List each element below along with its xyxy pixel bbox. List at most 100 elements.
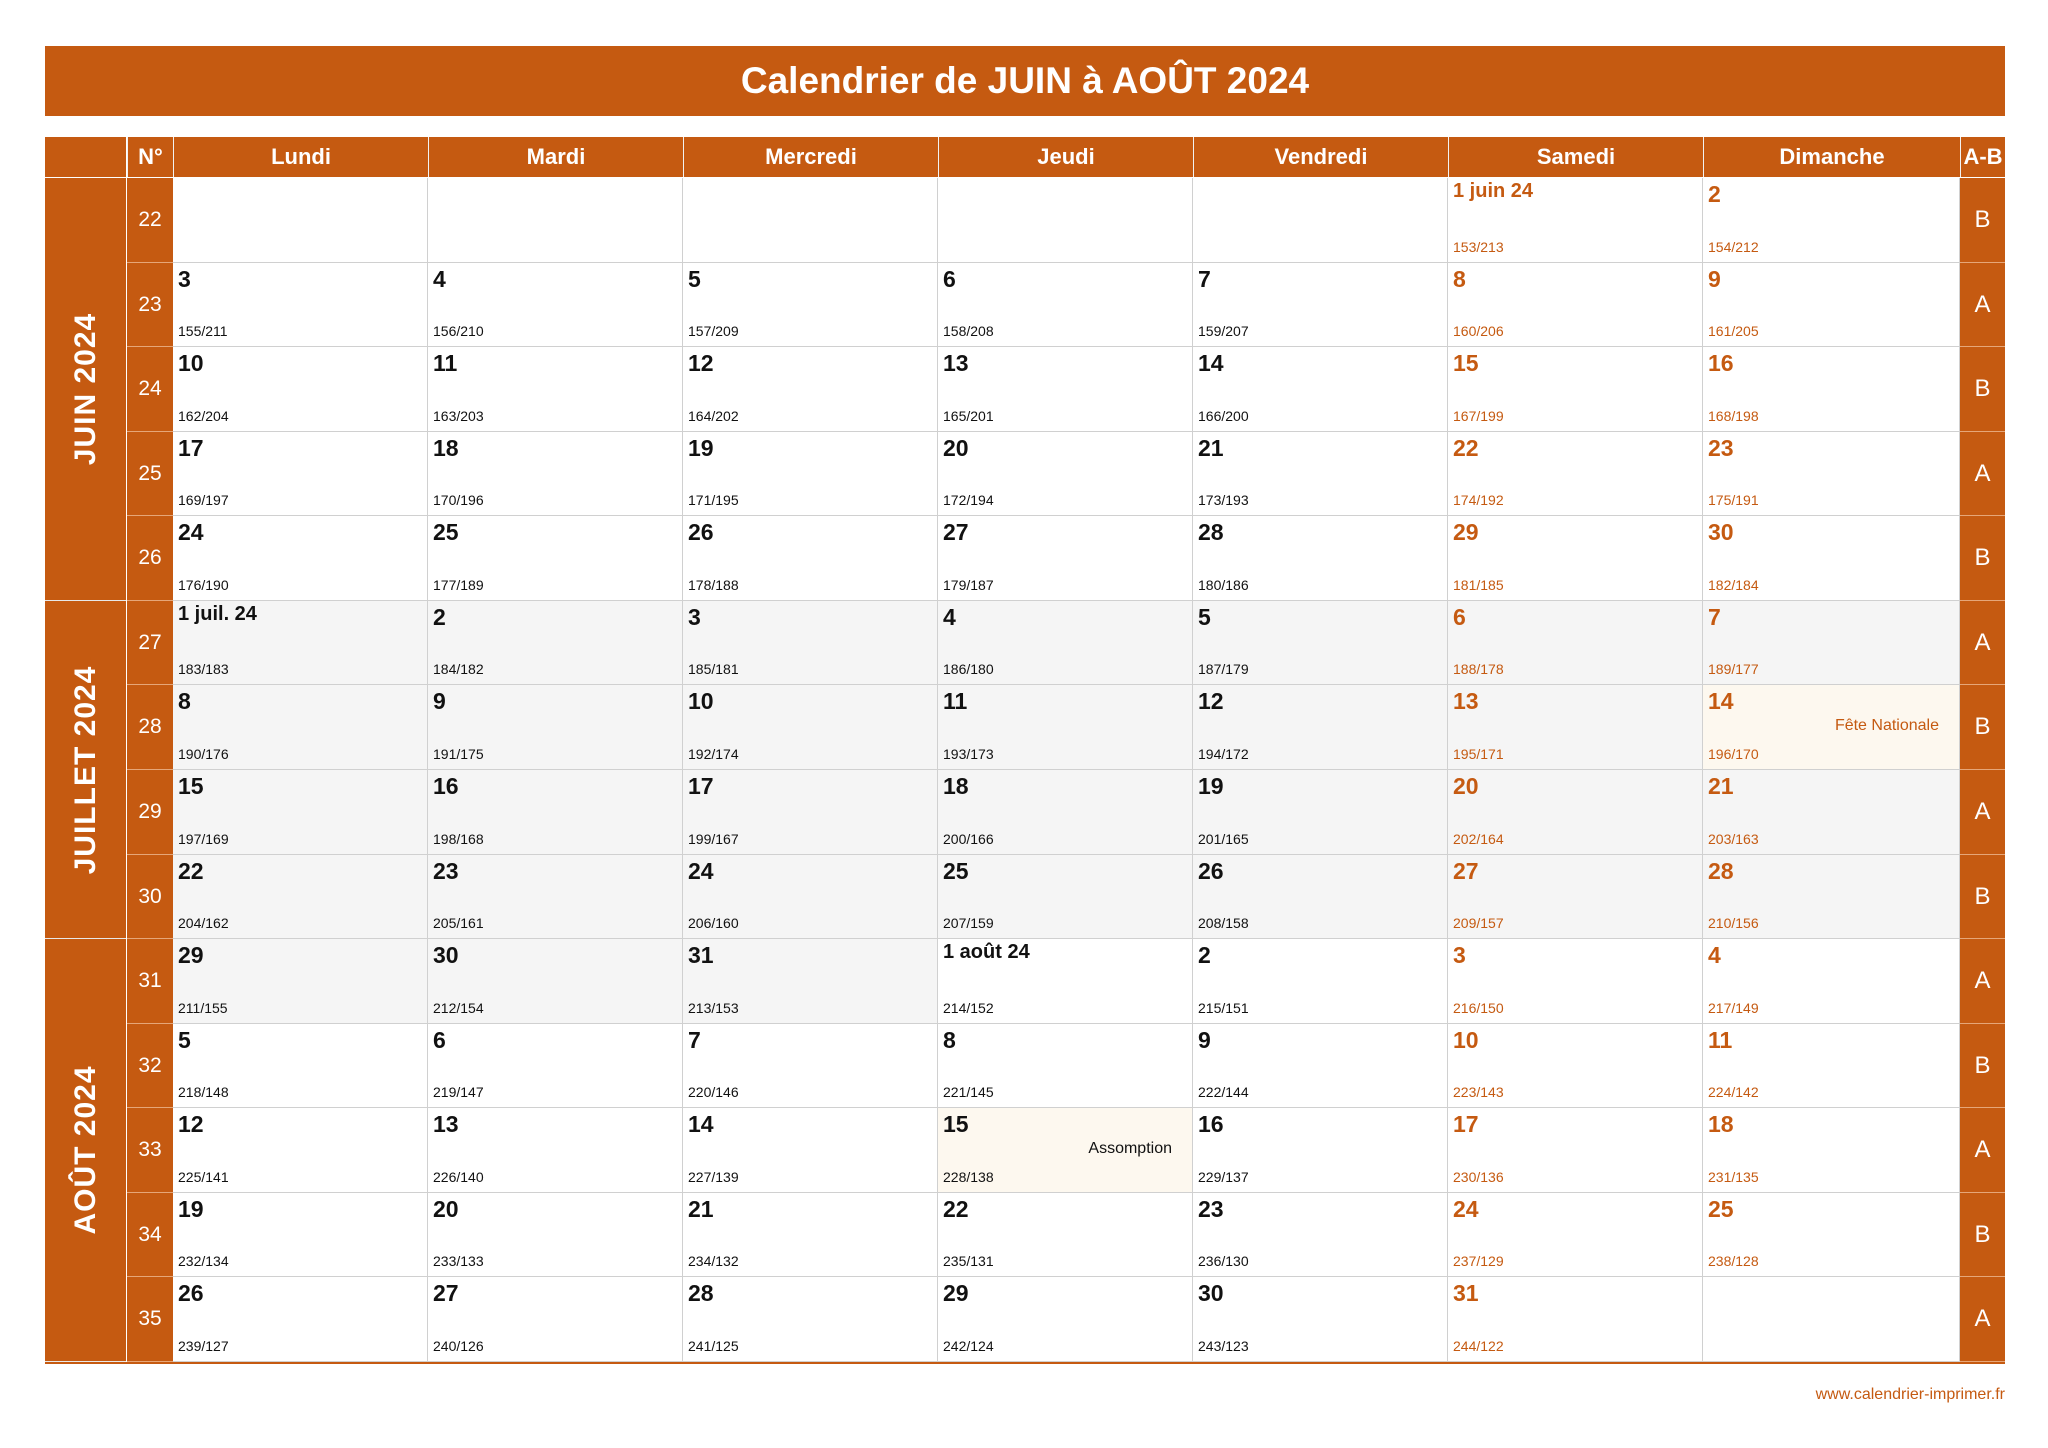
day-cell-friday[interactable]: 30 243/123 [1193,1277,1448,1362]
day-cell-friday[interactable]: 28 180/186 [1193,516,1448,601]
day-cell-sunday[interactable]: 16 168/198 [1703,347,1960,432]
day-cell-monday[interactable]: 12 225/141 [173,1108,428,1193]
day-cell-sunday[interactable]: 23 175/191 [1703,432,1960,516]
day-cell-tuesday[interactable]: 2 184/182 [428,601,683,685]
day-cell-saturday[interactable]: 29 181/185 [1448,516,1703,601]
day-cell-sunday[interactable]: 21 203/163 [1703,770,1960,855]
day-cell-tuesday[interactable]: 25 177/189 [428,516,683,601]
day-cell-wednesday[interactable]: 12 164/202 [683,347,938,432]
day-cell-thursday[interactable]: 25 207/159 [938,855,1193,939]
day-cell-saturday[interactable]: 24 237/129 [1448,1193,1703,1277]
day-cell-thursday[interactable]: 29 242/124 [938,1277,1193,1362]
day-cell-friday[interactable]: 9 222/144 [1193,1024,1448,1108]
day-cell-saturday[interactable]: 1 juin 24 153/213 [1448,178,1703,263]
day-cell-tuesday[interactable]: 18 170/196 [428,432,683,516]
day-cell-wednesday[interactable]: 5 157/209 [683,263,938,347]
day-cell-sunday[interactable]: 28 210/156 [1703,855,1960,939]
day-cell-thursday[interactable]: 8 221/145 [938,1024,1193,1108]
day-cell-wednesday[interactable]: 24 206/160 [683,855,938,939]
day-cell-saturday[interactable]: 22 174/192 [1448,432,1703,516]
day-cell-thursday[interactable]: 6 158/208 [938,263,1193,347]
day-number: 29 [943,1280,969,1306]
day-cell-sunday[interactable]: 4 217/149 [1703,939,1960,1024]
day-cell-tuesday[interactable]: 13 226/140 [428,1108,683,1193]
day-cell-thursday[interactable]: 4 186/180 [938,601,1193,685]
day-cell-sunday[interactable]: 30 182/184 [1703,516,1960,601]
day-cell-friday[interactable]: 14 166/200 [1193,347,1448,432]
day-cell-monday[interactable]: 26 239/127 [173,1277,428,1362]
day-cell-wednesday[interactable]: 7 220/146 [683,1024,938,1108]
day-cell-wednesday[interactable]: 3 185/181 [683,601,938,685]
day-cell-monday[interactable]: 1 juil. 24 183/183 [173,601,428,685]
day-cell-tuesday[interactable]: 27 240/126 [428,1277,683,1362]
day-cell-friday[interactable]: 19 201/165 [1193,770,1448,855]
day-cell-saturday[interactable]: 15 167/199 [1448,347,1703,432]
day-cell-monday[interactable]: 24 176/190 [173,516,428,601]
header-monday: Lundi [173,137,428,177]
day-cell-saturday[interactable]: 6 188/178 [1448,601,1703,685]
day-cell-saturday[interactable]: 17 230/136 [1448,1108,1703,1193]
day-cell-monday[interactable]: 3 155/211 [173,263,428,347]
week-number: 31 [127,939,173,1024]
day-cell-friday[interactable]: 12 194/172 [1193,685,1448,770]
day-cell-tuesday[interactable]: 16 198/168 [428,770,683,855]
day-cell-sunday[interactable]: 9 161/205 [1703,263,1960,347]
day-cell-friday[interactable]: 23 236/130 [1193,1193,1448,1277]
day-cell-thursday[interactable]: 27 179/187 [938,516,1193,601]
day-cell-wednesday[interactable]: 17 199/167 [683,770,938,855]
day-cell-wednesday[interactable]: 31 213/153 [683,939,938,1024]
day-cell-saturday[interactable]: 10 223/143 [1448,1024,1703,1108]
day-cell-friday[interactable]: 26 208/158 [1193,855,1448,939]
day-cell-wednesday[interactable]: 26 178/188 [683,516,938,601]
day-cell-sunday[interactable]: 25 238/128 [1703,1193,1960,1277]
day-cell-wednesday[interactable]: 28 241/125 [683,1277,938,1362]
day-cell-thursday[interactable]: 13 165/201 [938,347,1193,432]
day-count: 182/184 [1708,577,1759,593]
day-cell-tuesday[interactable]: 11 163/203 [428,347,683,432]
day-cell-monday[interactable]: 10 162/204 [173,347,428,432]
day-cell-thursday[interactable]: 11 193/173 [938,685,1193,770]
day-cell-saturday[interactable]: 27 209/157 [1448,855,1703,939]
day-cell-monday[interactable]: 5 218/148 [173,1024,428,1108]
day-cell-saturday[interactable]: 31 244/122 [1448,1277,1703,1362]
day-cell-friday[interactable]: 7 159/207 [1193,263,1448,347]
day-cell-sunday[interactable]: 14 196/170 Fête Nationale [1703,685,1960,770]
day-cell-thursday[interactable]: 1 août 24 214/152 [938,939,1193,1024]
day-cell-saturday[interactable]: 13 195/171 [1448,685,1703,770]
day-cell-saturday[interactable]: 20 202/164 [1448,770,1703,855]
day-cell-saturday[interactable]: 3 216/150 [1448,939,1703,1024]
day-cell-wednesday[interactable]: 21 234/132 [683,1193,938,1277]
day-cell-tuesday[interactable]: 20 233/133 [428,1193,683,1277]
day-number: 31 [1453,1280,1479,1306]
website-link[interactable]: www.calendrier-imprimer.fr [1815,1386,2005,1403]
day-cell-tuesday[interactable]: 9 191/175 [428,685,683,770]
day-cell-tuesday[interactable]: 4 156/210 [428,263,683,347]
day-cell-wednesday[interactable]: 10 192/174 [683,685,938,770]
day-cell-friday[interactable]: 16 229/137 [1193,1108,1448,1193]
day-cell-monday[interactable]: 29 211/155 [173,939,428,1024]
day-cell-monday[interactable]: 19 232/134 [173,1193,428,1277]
day-count: 187/179 [1198,661,1249,677]
day-cell-thursday[interactable]: 22 235/131 [938,1193,1193,1277]
day-cell-tuesday[interactable]: 6 219/147 [428,1024,683,1108]
day-cell-thursday[interactable]: 20 172/194 [938,432,1193,516]
day-cell-tuesday[interactable]: 23 205/161 [428,855,683,939]
day-cell-tuesday[interactable]: 30 212/154 [428,939,683,1024]
day-cell-sunday[interactable]: 7 189/177 [1703,601,1960,685]
day-cell-thursday[interactable]: 15 228/138 Assomption [938,1108,1193,1193]
day-cell-monday[interactable]: 22 204/162 [173,855,428,939]
day-cell-friday[interactable]: 2 215/151 [1193,939,1448,1024]
day-cell-monday[interactable]: 8 190/176 [173,685,428,770]
day-cell-monday[interactable]: 17 169/197 [173,432,428,516]
day-cell-friday[interactable]: 5 187/179 [1193,601,1448,685]
day-count: 220/146 [688,1084,739,1100]
day-cell-wednesday[interactable]: 14 227/139 [683,1108,938,1193]
day-cell-sunday[interactable]: 18 231/135 [1703,1108,1960,1193]
day-cell-sunday[interactable]: 2 154/212 [1703,178,1960,263]
day-cell-monday[interactable]: 15 197/169 [173,770,428,855]
day-cell-saturday[interactable]: 8 160/206 [1448,263,1703,347]
day-cell-thursday[interactable]: 18 200/166 [938,770,1193,855]
day-cell-wednesday[interactable]: 19 171/195 [683,432,938,516]
day-cell-sunday[interactable]: 11 224/142 [1703,1024,1960,1108]
day-cell-friday[interactable]: 21 173/193 [1193,432,1448,516]
